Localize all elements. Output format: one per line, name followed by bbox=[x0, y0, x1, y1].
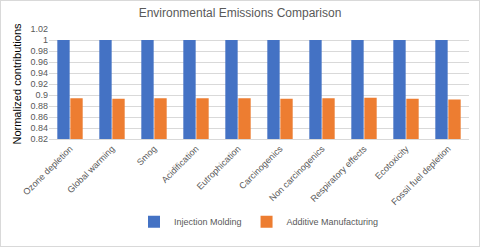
svg-text:Injection Molding: Injection Molding bbox=[174, 217, 242, 227]
svg-text:Additive Manufacturing: Additive Manufacturing bbox=[287, 217, 379, 227]
svg-text:Ecotoxicity: Ecotoxicity bbox=[373, 143, 411, 181]
svg-text:0.98: 0.98 bbox=[30, 46, 48, 56]
svg-text:0.92: 0.92 bbox=[30, 79, 48, 89]
svg-text:Carcinogenics: Carcinogenics bbox=[237, 143, 285, 191]
svg-text:Non carcinogenics: Non carcinogenics bbox=[267, 143, 327, 203]
svg-text:Normalized contributions: Normalized contributions bbox=[11, 23, 23, 145]
svg-text:Environmental Emissions Compar: Environmental Emissions Comparison bbox=[139, 6, 342, 20]
svg-text:0.94: 0.94 bbox=[30, 68, 48, 78]
svg-text:0.84: 0.84 bbox=[30, 123, 48, 133]
svg-text:Respiratory effects: Respiratory effects bbox=[309, 143, 369, 203]
svg-text:0.9: 0.9 bbox=[35, 90, 48, 100]
svg-text:0.96: 0.96 bbox=[30, 57, 48, 67]
svg-text:0.82: 0.82 bbox=[30, 134, 48, 144]
svg-text:0.86: 0.86 bbox=[30, 112, 48, 122]
svg-text:Global warming: Global warming bbox=[65, 144, 116, 195]
svg-text:Smog: Smog bbox=[135, 144, 159, 168]
svg-text:Eutrophication: Eutrophication bbox=[195, 144, 243, 192]
svg-text:Ozone depletion: Ozone depletion bbox=[21, 144, 74, 197]
svg-text:1: 1 bbox=[43, 35, 48, 45]
svg-text:0.88: 0.88 bbox=[30, 101, 48, 111]
svg-text:1.02: 1.02 bbox=[30, 24, 48, 34]
svg-text:Acidification: Acidification bbox=[160, 144, 201, 185]
svg-text:Fossil fuel depletion: Fossil fuel depletion bbox=[389, 144, 452, 207]
